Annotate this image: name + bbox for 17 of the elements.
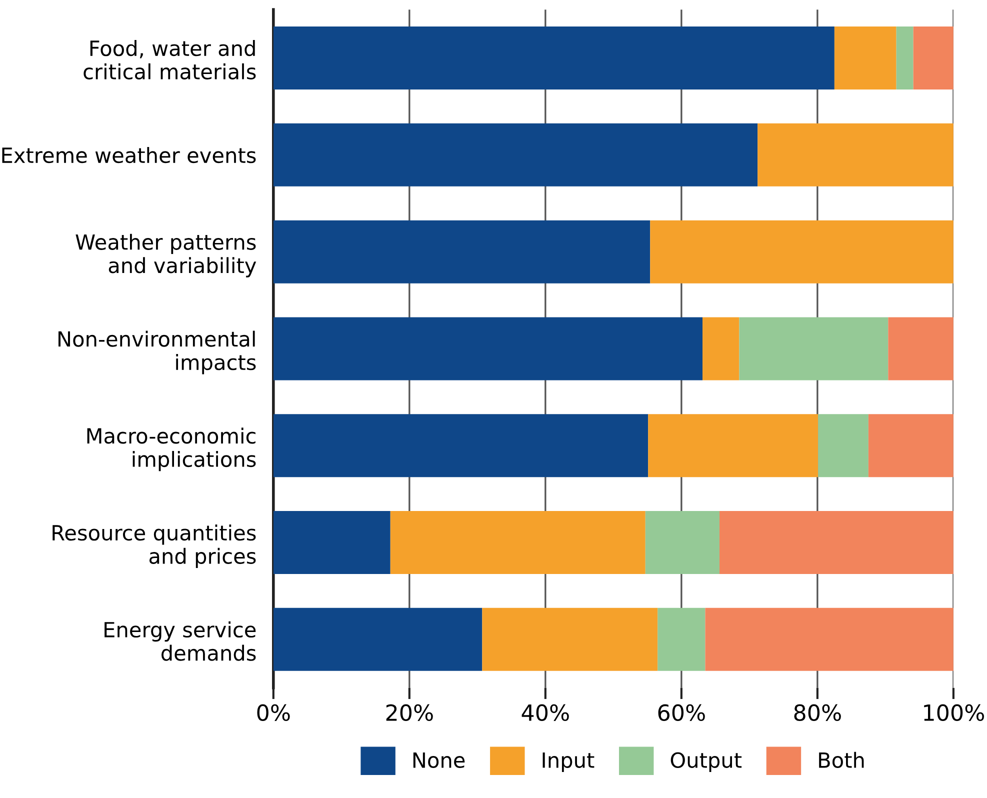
legend-label: Output (670, 752, 742, 772)
y-tick-label: Food, water and critical materials (84, 40, 256, 80)
y-tick-label: Resource quantities and prices (52, 524, 256, 568)
legend-label: Input (542, 752, 594, 772)
x-tick-label: 100% (924, 704, 984, 722)
y-tick-label: Energy service demands (104, 621, 256, 661)
y-tick-label: Weather patterns and variability (76, 234, 256, 278)
x-tick-label: 60% (658, 704, 705, 722)
x-tick-label: 40% (522, 704, 569, 722)
y-tick-label: Extreme weather events (2, 147, 256, 164)
legend-label: Both (819, 752, 864, 768)
legend-label: None (413, 752, 465, 768)
x-tick-label: 20% (386, 704, 433, 722)
y-tick-label: Non-environmental impacts (58, 330, 256, 374)
y-tick-label: Macro-economic implications (87, 428, 256, 472)
x-tick-label: 80% (794, 704, 841, 722)
x-tick-label: 0% (257, 704, 290, 722)
